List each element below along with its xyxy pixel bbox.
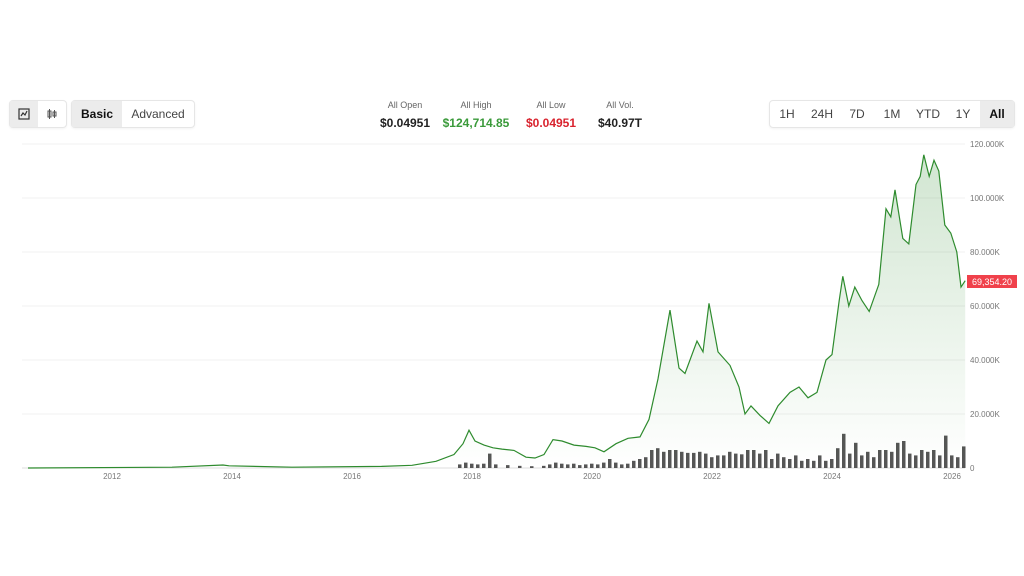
x-tick-label: 2016 [343,472,361,481]
stat-all-low: All Low $0.04951 [506,100,596,130]
current-price-badge [967,275,1017,288]
stat-all-volume: All Vol. $40.97T [575,100,665,130]
y-tick-label: 80.000K [970,248,1000,257]
range-all[interactable]: All [980,101,1014,127]
range-1y[interactable]: 1Y [955,107,971,121]
x-tick-label: 2014 [223,472,241,481]
stat-label: All High [460,100,492,110]
range-1h[interactable]: 1H [779,107,795,121]
chart-type-toggle [9,100,67,128]
price-line [27,154,966,469]
time-range-selector: 1H 24H 7D 1M YTD 1Y All [769,100,1015,128]
stat-label: All Low [536,100,566,110]
y-tick-label: 120.000K [970,140,1005,149]
x-tick-label: 2026 [943,472,961,481]
x-tick-label: 2012 [103,472,121,481]
range-ytd[interactable]: YTD [916,107,940,121]
range-24h[interactable]: 24H [810,107,833,121]
x-tick-label: 2020 [583,472,601,481]
range-7d[interactable]: 7D [849,107,865,121]
stat-value: $40.97T [597,116,643,130]
stat-all-high: All High $124,714.85 [431,100,521,130]
stat-value: $0.04951 [379,116,431,130]
line-chart-icon[interactable] [10,101,38,127]
candlestick-icon[interactable] [38,101,66,127]
current-price-label: 69,354.20 [972,277,1012,287]
stat-value: $0.04951 [525,116,577,130]
price-area [28,154,966,469]
mode-toggle: Basic Advanced [71,100,195,128]
stat-label: All Vol. [606,100,634,110]
y-tick-label: 0 [970,464,975,473]
stat-all-open: All Open $0.04951 [360,100,450,130]
x-tick-label: 2022 [703,472,721,481]
y-tick-label: 100.000K [970,194,1005,203]
x-tick-label: 2024 [823,472,841,481]
range-1m[interactable]: 1M [883,107,901,121]
y-tick-label: 20.000K [970,410,1000,419]
advanced-mode-button[interactable]: Advanced [131,107,185,121]
y-tick-label: 40.000K [970,356,1000,365]
stat-label: All Open [387,100,423,110]
x-tick-label: 2018 [463,472,481,481]
y-tick-label: 60.000K [970,302,1000,311]
basic-mode-button[interactable]: Basic [72,101,122,127]
stat-value: $124,714.85 [442,116,510,130]
